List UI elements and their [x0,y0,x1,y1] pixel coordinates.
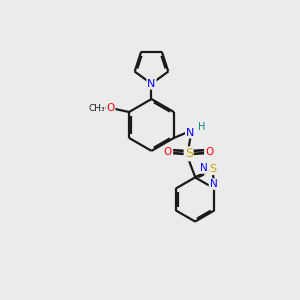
Text: O: O [106,103,115,113]
Text: N: N [210,179,217,189]
Text: S: S [184,147,193,160]
Text: O: O [163,147,172,157]
Text: N: N [200,163,208,173]
Text: O: O [206,147,214,157]
Text: S: S [209,164,216,174]
Text: H: H [198,122,205,132]
Text: N: N [147,79,156,89]
Text: CH₃: CH₃ [88,104,105,113]
Text: N: N [186,128,194,138]
